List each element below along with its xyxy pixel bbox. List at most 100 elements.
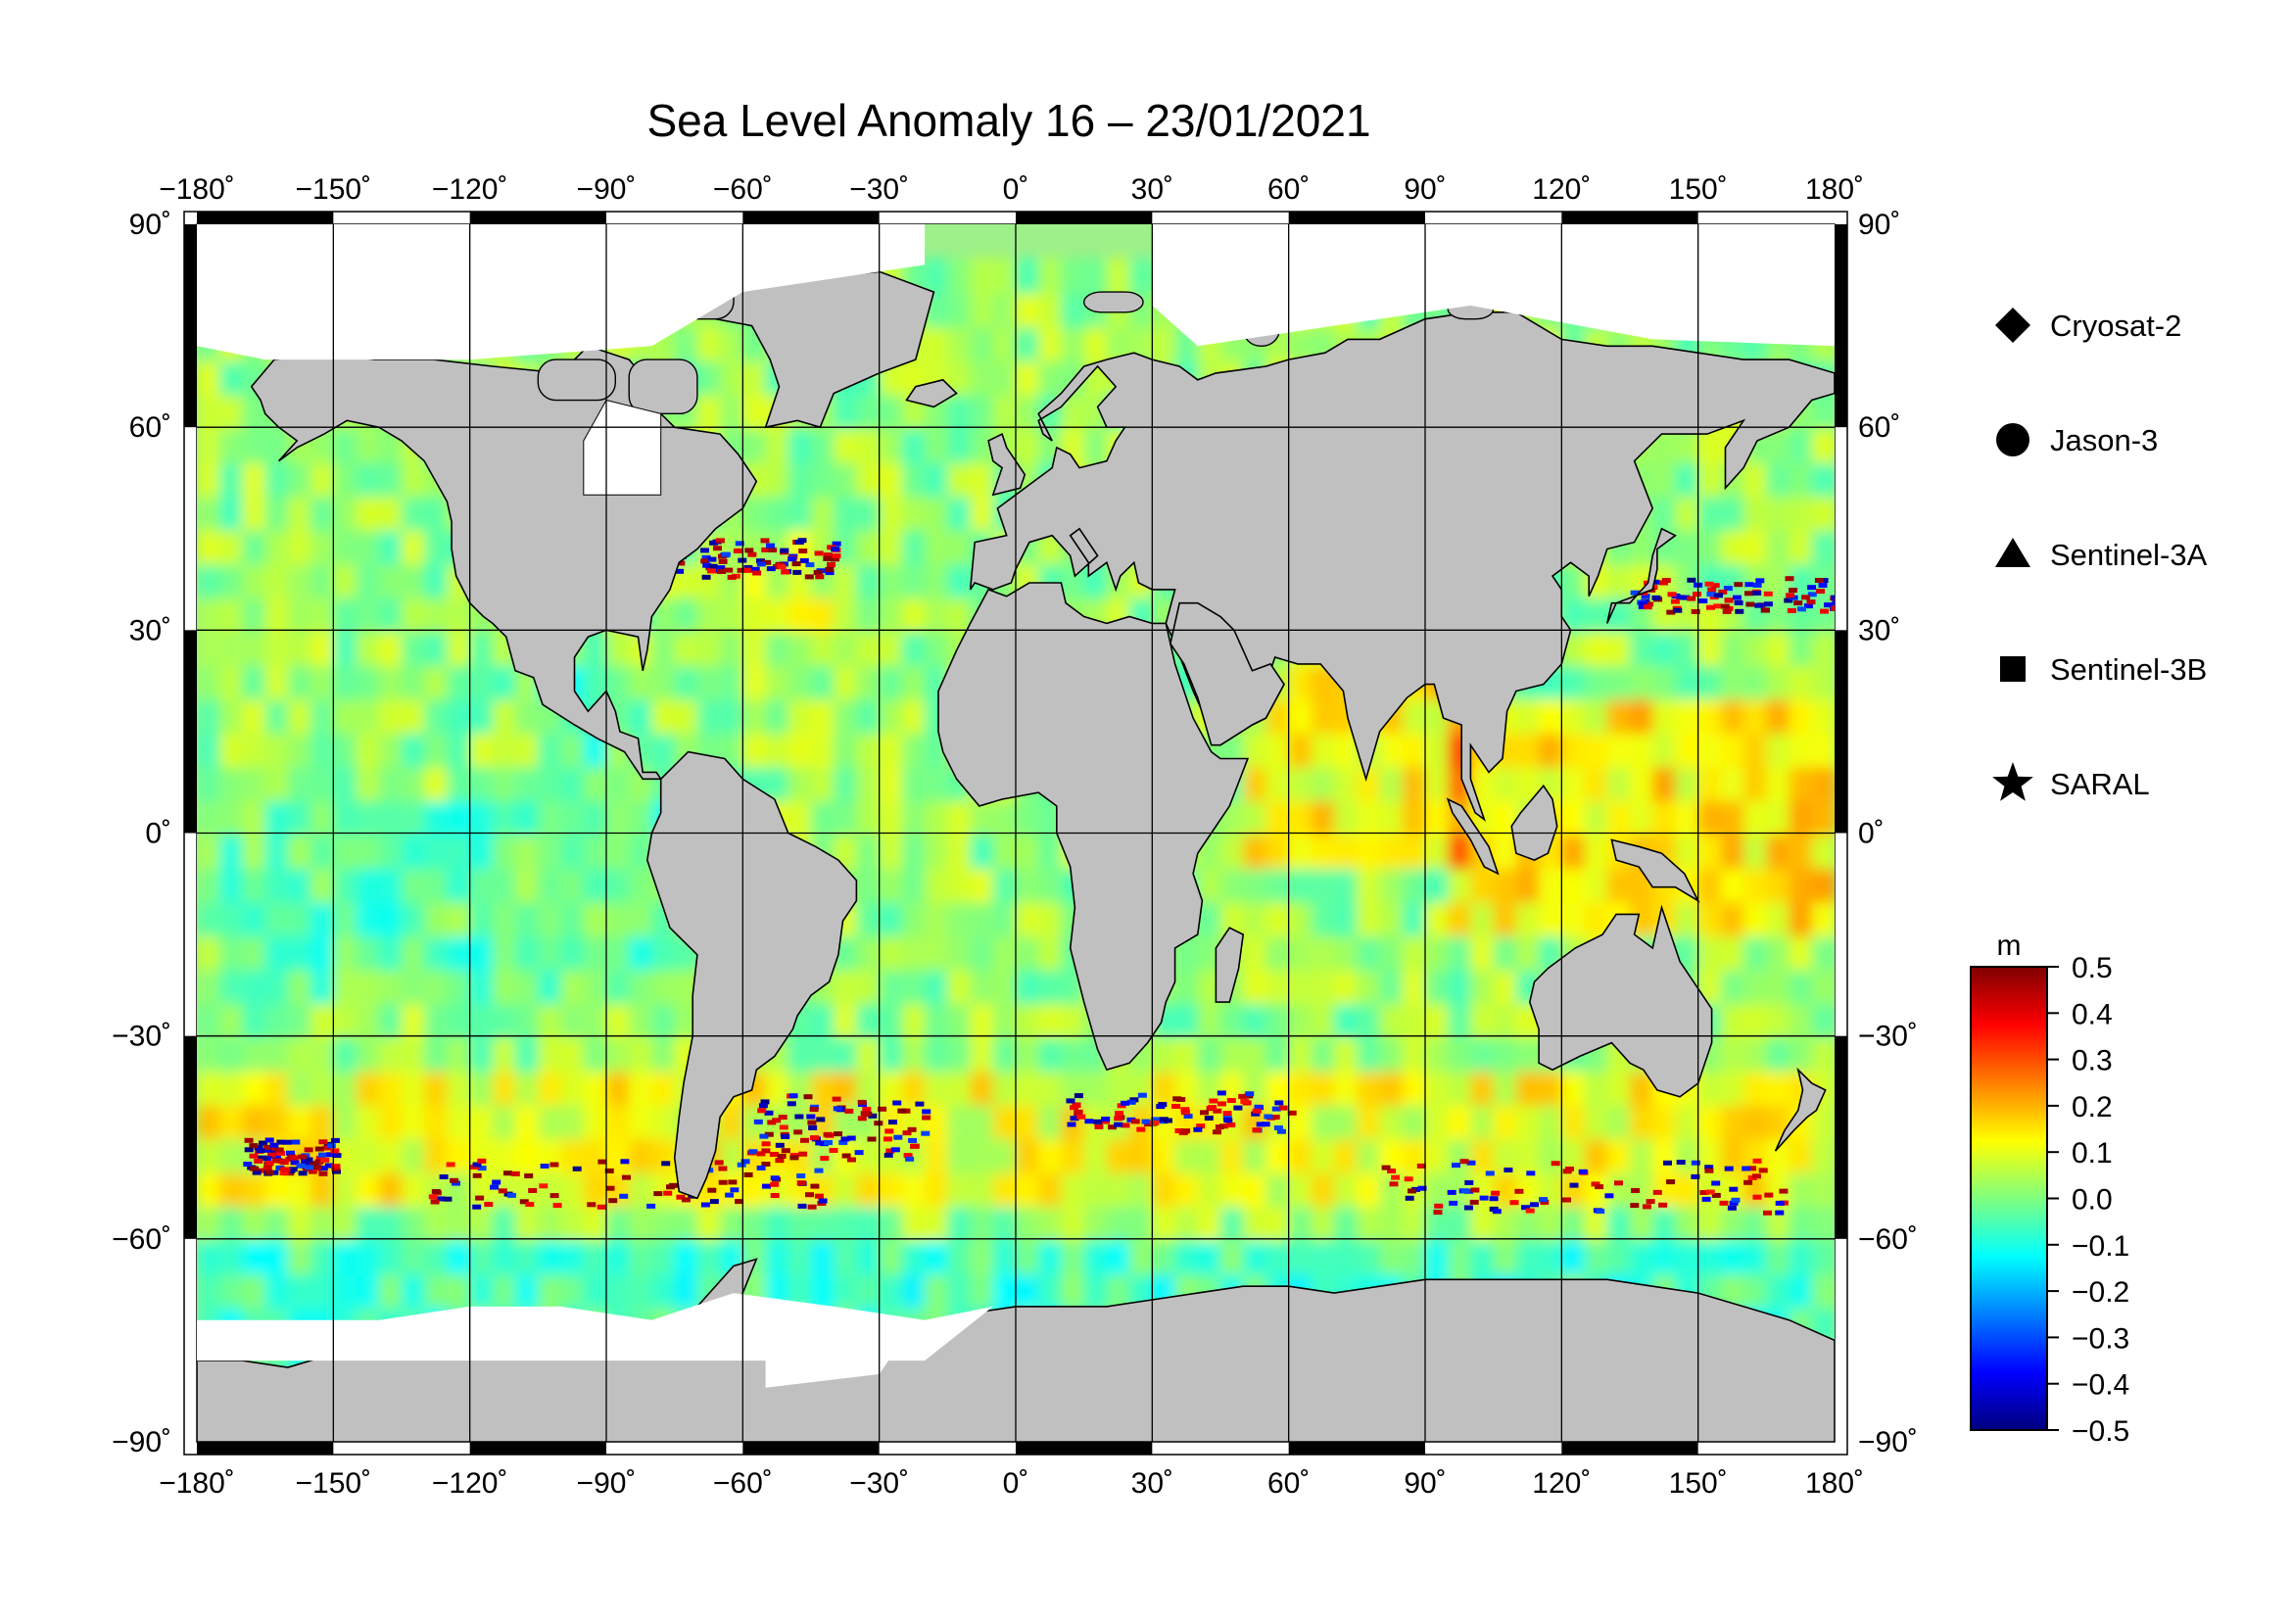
frame-checker [1288, 212, 1425, 224]
triangle-icon [1995, 538, 2030, 567]
lon-tick-label-bottom: −60˚ [713, 1467, 773, 1500]
frame-checker [184, 630, 197, 834]
lat-tick-label-right: −60˚ [1858, 1223, 1918, 1256]
frame-checker [1561, 1442, 1698, 1455]
square-icon [2000, 656, 2026, 682]
colorbar-tick-label: 0.2 [2072, 1091, 2113, 1123]
satellite-legend: Cryosat-2 Jason-3 Sentinel-3A Sentinel-3B SA… [1992, 308, 2208, 801]
lon-tick-label-bottom: 60˚ [1267, 1467, 1310, 1500]
map-gridlines [197, 224, 1835, 1442]
map-area [197, 224, 1835, 1442]
lon-tick-label-bottom: 180˚ [1805, 1467, 1864, 1500]
lon-tick-label-top: 0˚ [1003, 173, 1029, 206]
lat-tick-label-right: 90˚ [1858, 209, 1900, 241]
lon-tick-label-bottom: −150˚ [296, 1467, 372, 1500]
colorbar-unit: m [1997, 930, 2022, 962]
arctic-island [537, 358, 616, 402]
lon-tick-label-top: −30˚ [849, 173, 909, 206]
lon-tick-label-top: 150˚ [1669, 173, 1728, 206]
colorbar-tick-label: −0.4 [2072, 1369, 2129, 1402]
colorbar-tick-label: 0.1 [2072, 1137, 2113, 1170]
sumatra-land [1446, 797, 1500, 876]
lat-tick-label-left: −60˚ [112, 1223, 171, 1256]
colorbar-tick-label: −0.3 [2072, 1322, 2129, 1355]
lat-tick-label-left: 30˚ [129, 614, 171, 646]
frame-checker [1835, 630, 1847, 834]
colorbar: m 0.5 0.4 0.3 0.2 0.1 0.0 −0.1 −0.2 −0.3 −0.4 −0.5 [1970, 930, 2129, 1448]
legend-label: Sentinel-3B [2050, 652, 2207, 687]
lon-tick-label-top: −60˚ [713, 173, 773, 206]
map-title: Sea Level Anomaly 16 – 23/01/2021 [646, 95, 1370, 146]
lon-tick-label-bottom: −180˚ [159, 1467, 235, 1500]
circle-icon [1996, 423, 2029, 456]
diamond-icon [1995, 308, 2030, 343]
new-guinea-land [1610, 838, 1700, 903]
colorbar-tick-label: 0.0 [2072, 1184, 2113, 1217]
south-america-land [645, 750, 858, 1200]
colorbar-tick-label: −0.1 [2072, 1230, 2129, 1263]
australia-land [1528, 904, 1713, 1098]
lon-tick-label-top: −120˚ [432, 173, 508, 206]
lat-tick-label-right: −90˚ [1858, 1426, 1918, 1458]
star-icon [1992, 762, 2033, 801]
legend-label: Sentinel-3A [2050, 538, 2208, 572]
borneo-land [1510, 784, 1558, 861]
lat-tick-label-left: 0˚ [145, 818, 171, 850]
axis-tick-labels: −180˚ −180˚ −150˚ −150˚ −120˚ −120˚ −90˚ −90˚ −6… [112, 173, 1918, 1500]
lon-tick-label-bottom: −90˚ [577, 1467, 637, 1500]
lon-tick-label-top: −180˚ [159, 173, 235, 206]
legend-label: Jason-3 [2050, 423, 2158, 457]
lat-tick-label-right: 0˚ [1858, 818, 1885, 850]
frame-checker [1835, 224, 1847, 428]
lon-tick-label-bottom: 30˚ [1131, 1467, 1173, 1500]
colorbar-tick-label: 0.4 [2072, 998, 2113, 1030]
colorbar-tick-label: −0.2 [2072, 1276, 2129, 1309]
new-zealand-land [1774, 1067, 1827, 1152]
eurasia-land [969, 310, 1835, 822]
frame-checker [742, 212, 880, 224]
madagascar-land [1215, 927, 1245, 1003]
frame-checker [184, 1035, 197, 1239]
frame-checker [1835, 1035, 1847, 1239]
iceland-land [905, 378, 958, 408]
lat-tick-label-left: 60˚ [129, 411, 171, 444]
lon-tick-label-bottom: 150˚ [1669, 1467, 1728, 1500]
frame-checker [197, 212, 334, 224]
japan-land [1606, 527, 1677, 624]
no-data-region [1152, 224, 1835, 347]
lon-tick-label-top: 90˚ [1404, 173, 1446, 206]
frame-checker [469, 212, 606, 224]
frame-checker [1561, 212, 1698, 224]
frame-checker [1288, 1442, 1425, 1455]
frame-checker [469, 1442, 606, 1455]
lat-tick-label-left: −30˚ [112, 1021, 171, 1053]
arctic-island [1082, 291, 1144, 313]
legend-label: Cryosat-2 [2050, 309, 2181, 343]
lon-tick-label-top: −150˚ [296, 173, 372, 206]
colorbar-tick-label: 0.3 [2072, 1045, 2113, 1077]
frame-checker [184, 224, 197, 428]
lon-tick-label-bottom: −120˚ [432, 1467, 508, 1500]
legend-label: SARAL [2050, 767, 2150, 801]
lon-tick-label-bottom: 120˚ [1532, 1467, 1591, 1500]
arctic-island [628, 358, 698, 415]
lon-tick-label-bottom: 90˚ [1404, 1467, 1446, 1500]
colorbar-tick-label: 0.5 [2072, 952, 2113, 984]
lon-tick-label-top: 60˚ [1267, 173, 1310, 206]
frame-checker [742, 1442, 880, 1455]
lat-tick-label-right: 30˚ [1858, 614, 1900, 646]
lat-tick-label-left: −90˚ [112, 1426, 171, 1458]
colorbar-ramp [1970, 966, 2048, 1431]
lat-tick-label-right: −30˚ [1858, 1021, 1918, 1053]
frame-checker [197, 1442, 334, 1455]
lon-tick-label-bottom: 0˚ [1003, 1467, 1029, 1500]
weddell-ice [765, 1319, 902, 1388]
lat-tick-label-left: 90˚ [129, 209, 171, 241]
lon-tick-label-bottom: −30˚ [849, 1467, 909, 1500]
frame-checker [1016, 1442, 1153, 1455]
arabia-land [1169, 601, 1285, 746]
lon-tick-label-top: 120˚ [1532, 173, 1591, 206]
colorbar-tick-label: −0.5 [2072, 1415, 2129, 1448]
lat-tick-label-right: 60˚ [1858, 411, 1900, 444]
